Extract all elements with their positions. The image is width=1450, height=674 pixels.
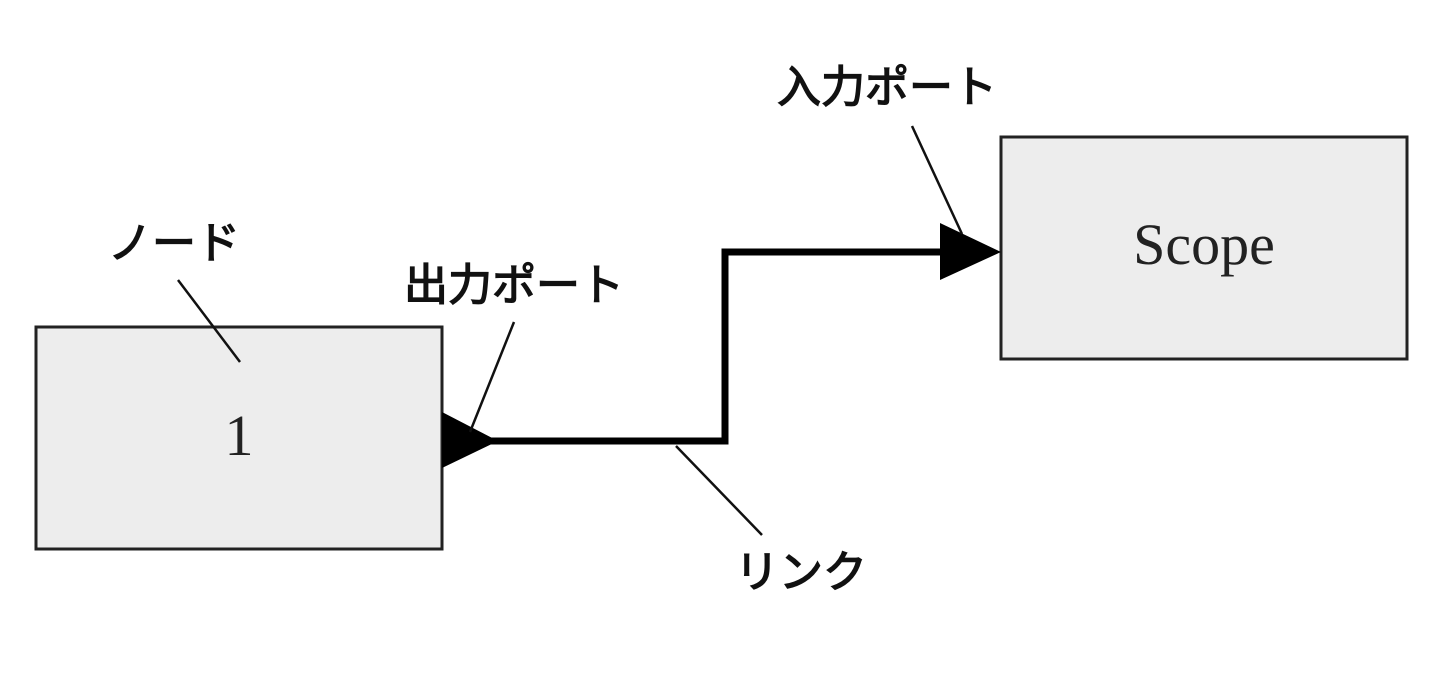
output-port-arrow-icon[interactable] — [442, 412, 498, 468]
node-source-label: 1 — [225, 403, 254, 468]
link-line[interactable] — [490, 248, 940, 445]
callout-link: リンク — [735, 547, 867, 598]
node-scope-box[interactable] — [999, 135, 1409, 361]
link-leader-line — [675, 445, 763, 536]
input-port-leader-line — [910, 125, 964, 235]
node-scope-label: Scope — [1133, 212, 1275, 277]
output-port-leader-line — [468, 321, 516, 433]
node-scope[interactable]: Scope — [999, 135, 1409, 361]
callout-input-port: 入力ポート — [777, 62, 997, 113]
callout-node: ノード — [108, 218, 240, 269]
input-port-arrow-icon[interactable] — [940, 223, 1001, 280]
node-source-box[interactable] — [34, 325, 444, 551]
node-leader-line — [177, 279, 241, 363]
callout-output-port: 出力ポート — [404, 260, 624, 311]
node-source[interactable]: 1 — [34, 325, 444, 551]
